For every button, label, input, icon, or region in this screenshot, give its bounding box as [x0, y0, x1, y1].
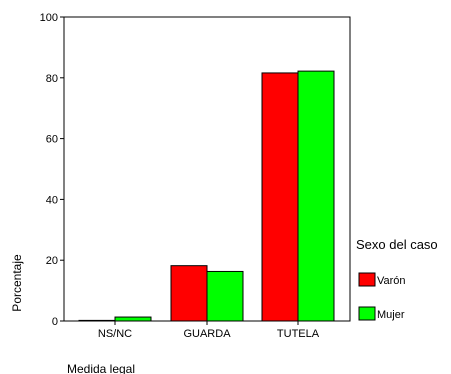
x-tick-label: TUTELA — [277, 328, 320, 340]
bar-varon-tutela — [261, 72, 299, 322]
x-axis-label: Medida legal — [67, 362, 135, 374]
legend-label-varon: Varón — [377, 275, 406, 287]
legend-swatch-mujer — [358, 306, 376, 321]
y-tick-label: 0 — [52, 316, 58, 328]
legend: Sexo del caso Varón Mujer — [356, 237, 438, 321]
y-tick-label: 20 — [46, 255, 58, 267]
legend-label-mujer: Mujer — [377, 309, 405, 321]
y-tick-label: 100 — [40, 12, 58, 24]
bar-varon-guarda — [170, 265, 208, 322]
bar-varon-nsnc — [78, 319, 116, 322]
y-axis-label: Porcentaje — [10, 254, 24, 312]
bar-mujer-tutela — [297, 70, 335, 322]
x-tick-label: NS/NC — [98, 328, 132, 340]
bar-mujer-guarda — [206, 270, 244, 322]
y-tick-label: 60 — [46, 134, 58, 146]
y-axis: 0 20 40 60 80 100 — [40, 12, 64, 328]
y-tick-label: 40 — [46, 194, 58, 206]
x-tick-label: GUARDA — [183, 328, 231, 340]
bars — [78, 70, 335, 322]
y-tick-label: 80 — [46, 73, 58, 85]
legend-title: Sexo del caso — [356, 237, 438, 252]
x-axis: NS/NC GUARDA TUTELA — [98, 321, 320, 340]
legend-swatch-varon — [358, 272, 376, 287]
bar-mujer-nsnc — [114, 316, 152, 322]
